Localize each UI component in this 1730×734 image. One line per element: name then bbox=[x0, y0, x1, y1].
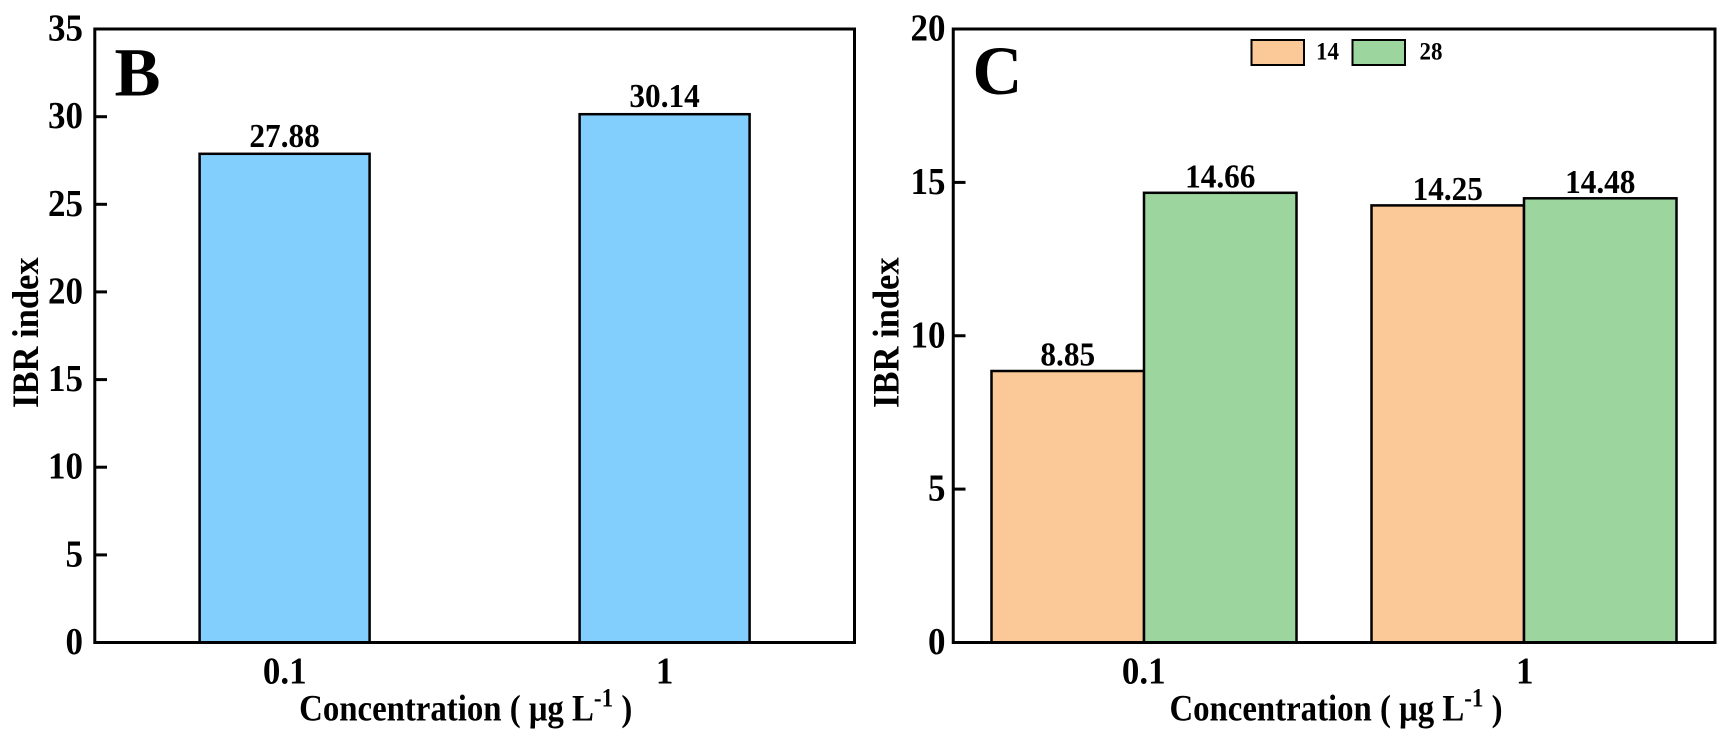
svg-text:0.1: 0.1 bbox=[1122, 649, 1166, 692]
svg-text:30: 30 bbox=[48, 94, 83, 137]
svg-text:B: B bbox=[115, 34, 161, 110]
svg-text:0: 0 bbox=[928, 620, 945, 663]
svg-text:C: C bbox=[973, 33, 1023, 109]
svg-text:0.1: 0.1 bbox=[263, 649, 307, 692]
svg-text:1: 1 bbox=[1516, 649, 1533, 692]
svg-text:15: 15 bbox=[911, 160, 946, 203]
svg-text:5: 5 bbox=[928, 466, 945, 509]
svg-text:IBR index: IBR index bbox=[865, 257, 906, 408]
svg-text:14.48: 14.48 bbox=[1565, 164, 1635, 201]
svg-text:Concentration ( μg L-1 ): Concentration ( μg L-1 ) bbox=[1169, 684, 1502, 729]
svg-text:30.14: 30.14 bbox=[629, 78, 699, 115]
svg-text:Concentration ( μg L-1 ): Concentration ( μg L-1 ) bbox=[299, 684, 632, 729]
svg-text:14.25: 14.25 bbox=[1413, 171, 1483, 208]
svg-text:8.85: 8.85 bbox=[1040, 336, 1095, 373]
svg-text:5: 5 bbox=[66, 532, 83, 575]
svg-text:0: 0 bbox=[66, 620, 83, 663]
svg-text:14: 14 bbox=[1316, 39, 1339, 66]
svg-text:25: 25 bbox=[48, 181, 83, 224]
svg-text:20: 20 bbox=[48, 269, 83, 312]
svg-text:10: 10 bbox=[911, 313, 946, 356]
svg-text:14.66: 14.66 bbox=[1185, 158, 1255, 195]
svg-text:35: 35 bbox=[48, 6, 83, 49]
svg-text:1: 1 bbox=[656, 649, 673, 692]
svg-text:27.88: 27.88 bbox=[249, 118, 319, 155]
svg-text:20: 20 bbox=[911, 6, 946, 49]
svg-text:IBR index: IBR index bbox=[5, 257, 46, 408]
svg-text:28: 28 bbox=[1420, 39, 1443, 66]
svg-text:15: 15 bbox=[48, 357, 83, 400]
svg-text:10: 10 bbox=[48, 444, 83, 487]
